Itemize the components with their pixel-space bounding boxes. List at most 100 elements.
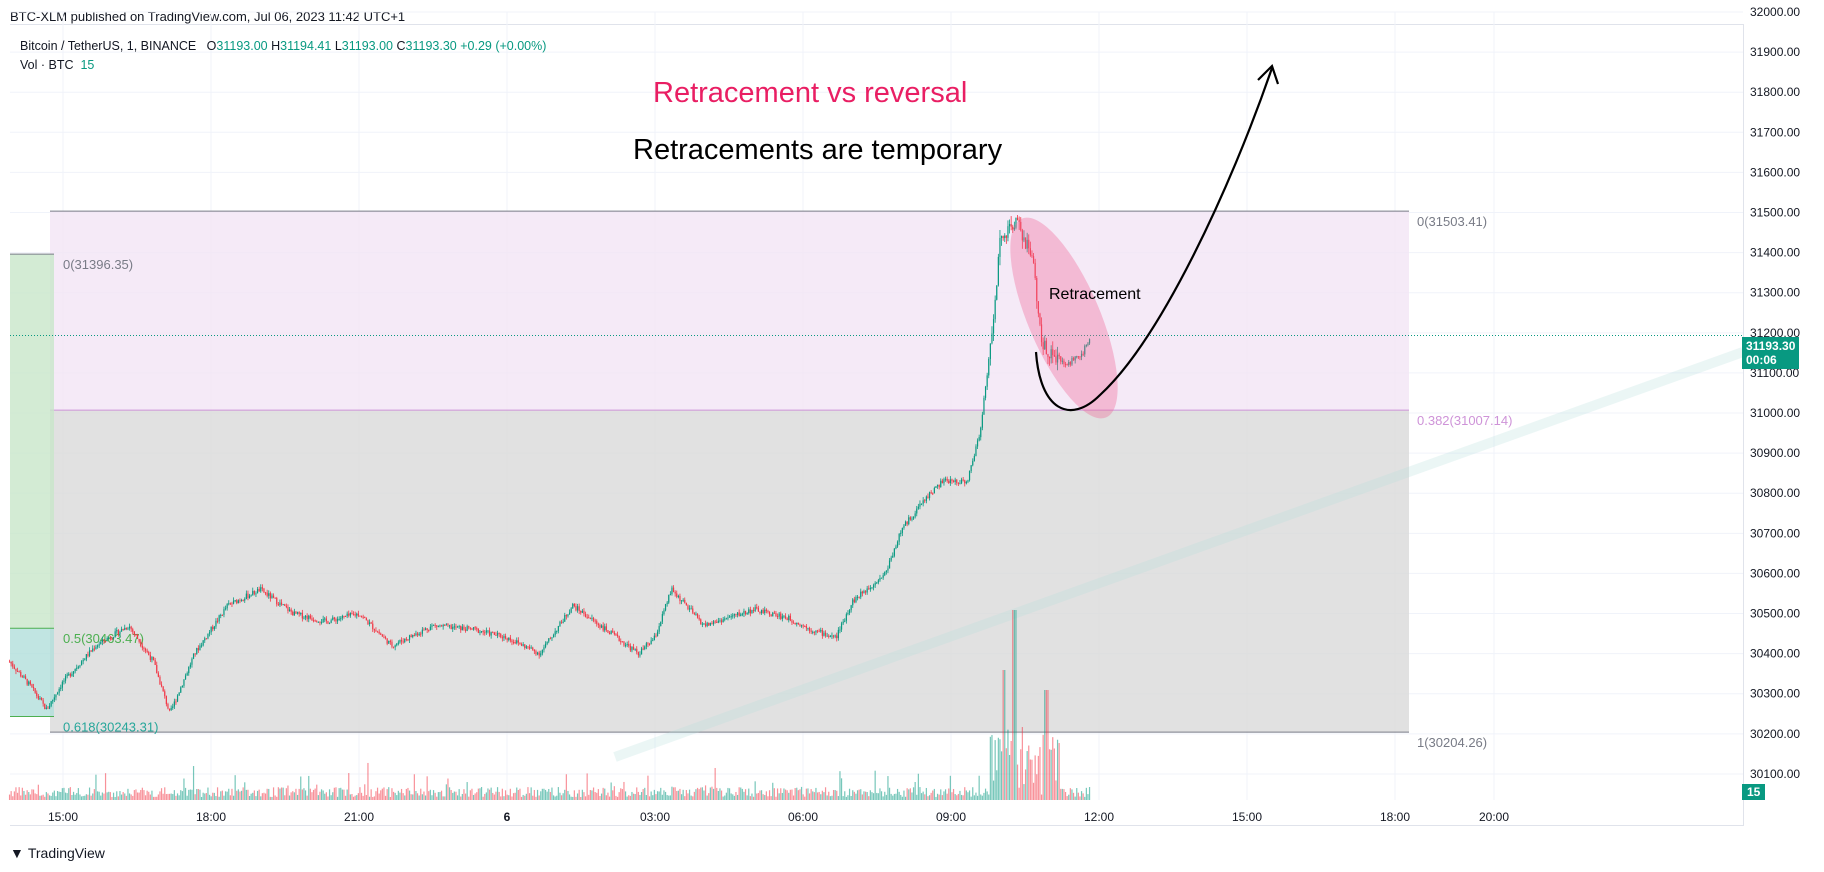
volume-bar [743, 791, 745, 800]
candle-body [136, 634, 139, 639]
volume-bar [405, 788, 407, 800]
candle-body [716, 622, 718, 624]
candle-body [1077, 356, 1079, 358]
candle-body [864, 591, 867, 593]
candle-body [61, 681, 63, 688]
candle-body [461, 626, 463, 631]
volume-bar [773, 788, 775, 800]
candle-body [351, 612, 353, 615]
candle-body [28, 681, 30, 685]
chart-area[interactable] [10, 24, 1744, 826]
candle-body [924, 500, 926, 502]
candle-body [647, 643, 649, 645]
volume-bar [258, 789, 260, 800]
candle-body [477, 628, 479, 633]
candle-body [973, 455, 975, 461]
volume-bar [607, 792, 609, 800]
volume-bar [1032, 782, 1035, 800]
volume-bar [397, 790, 399, 800]
symbol-name[interactable]: Bitcoin / TetherUS, 1, BINANCE [20, 39, 197, 53]
candle-body [138, 638, 140, 642]
candle-body [888, 560, 891, 569]
volume-bar [79, 794, 81, 800]
volume-bar [661, 794, 663, 800]
volume-bar [303, 788, 305, 800]
candle-body [1029, 248, 1031, 256]
volume-bar [853, 791, 855, 800]
candle-body [304, 615, 307, 618]
volume-bar [21, 787, 23, 800]
candle-body [365, 617, 367, 621]
candle-body [959, 483, 961, 485]
candle-body [63, 680, 65, 682]
volume-bar [924, 794, 926, 800]
volume-bar [399, 792, 401, 800]
candle-body [791, 620, 793, 623]
candle-body [228, 603, 230, 605]
high-value: 31194.41 [280, 39, 332, 53]
volume-bar [826, 795, 828, 800]
candle-body [823, 632, 825, 636]
candle-body [709, 622, 711, 626]
candle-body [42, 700, 44, 704]
candle-body [224, 608, 227, 610]
volume-bar [663, 790, 665, 800]
volume-bar [1013, 610, 1015, 800]
candle-body [800, 625, 803, 627]
tradingview-logo[interactable]: ▼ TradingView [10, 845, 105, 861]
volume-bar [408, 790, 411, 800]
candle-body [693, 612, 695, 615]
candle-body [684, 599, 686, 603]
volume-bar [188, 789, 190, 800]
volume-bar [133, 790, 135, 800]
candle-body [26, 678, 28, 685]
volume-bar [879, 788, 881, 800]
volume-bar [903, 790, 905, 800]
candle-body [272, 595, 275, 598]
candle-body [362, 616, 364, 618]
volume-bar [220, 791, 222, 800]
volume-bar [52, 792, 54, 800]
candle-body [813, 631, 815, 633]
current-volume-value: 15 [1747, 785, 1761, 799]
volume-bar [218, 796, 220, 800]
candle-body [34, 688, 36, 693]
volume-legend[interactable]: Vol · BTC 15 [20, 58, 94, 72]
candle-body [903, 525, 905, 528]
candle-body [804, 625, 806, 627]
volume-bar [194, 794, 196, 800]
candle-body [572, 603, 574, 609]
volume-bar [880, 791, 883, 800]
volume-bar [856, 790, 859, 800]
candle-body [760, 609, 763, 614]
volume-bar [660, 787, 662, 800]
candle-body [1016, 217, 1019, 220]
y-tick-label: 30700.00 [1750, 526, 1800, 540]
candle-body [703, 623, 705, 625]
x-tick-label: 15:00 [48, 810, 78, 824]
candle-body [189, 664, 191, 667]
candle-body [245, 593, 247, 599]
candle-body [372, 623, 374, 630]
fib-zone-lower [50, 410, 1409, 733]
volume-bar [847, 795, 849, 800]
candle-body [533, 649, 535, 652]
candle-body [834, 635, 836, 637]
candle-body [426, 628, 428, 630]
volume-bar [474, 793, 476, 800]
current-volume-tag: 15 [1742, 784, 1766, 800]
candle-body [442, 624, 444, 627]
candle-body [616, 634, 619, 636]
candle-body [1031, 255, 1033, 257]
volume-bar [901, 796, 903, 800]
volume-bar [597, 789, 599, 800]
candle-body [424, 628, 427, 630]
candle-body [226, 604, 228, 609]
candle-body [829, 635, 831, 637]
volume-bar [63, 787, 65, 800]
candle-body [452, 626, 454, 630]
candle-body [981, 414, 983, 428]
volume-bar [500, 796, 502, 800]
volume-bar [202, 792, 204, 800]
